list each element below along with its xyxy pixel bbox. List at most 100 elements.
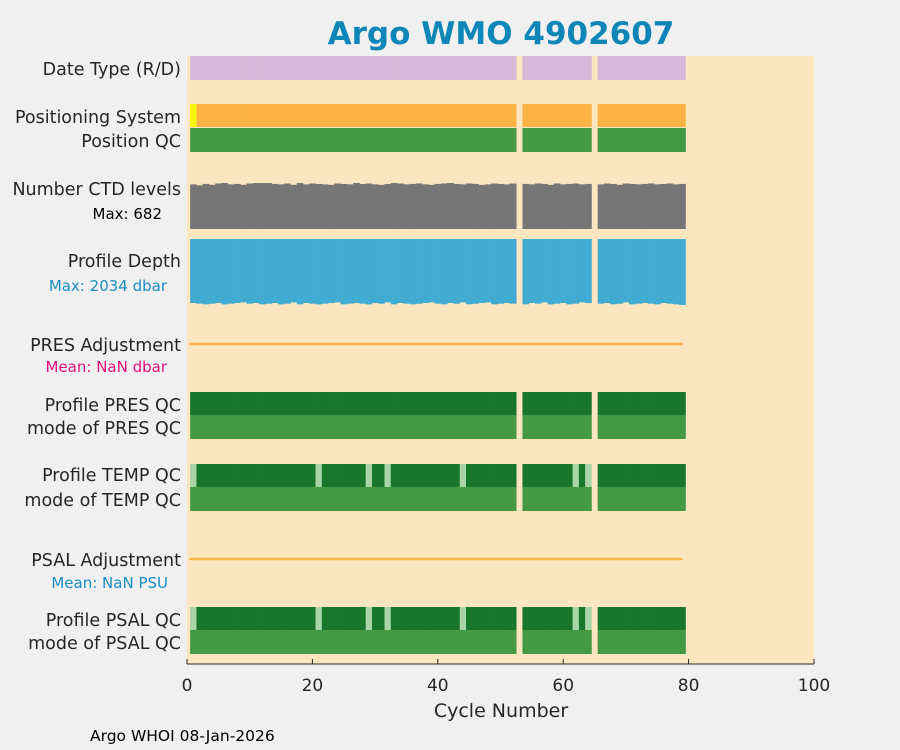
bar-mode-temp-qc-cycle-59: [553, 487, 561, 511]
bar-profile-depth-cycle-13: [265, 239, 272, 304]
bar-mode-psal-qc-cycle-46: [472, 630, 479, 654]
bar-profile-pres-qc-cycle-66: [597, 392, 605, 415]
bar-profile-temp-qc-cycle-15: [277, 464, 285, 487]
bar-mode-psal-qc-cycle-13: [265, 630, 272, 654]
bar-mode-temp-qc-cycle-20: [309, 487, 316, 511]
bar-profile-psal-qc-cycle-33: [390, 607, 398, 630]
bar-profile-temp-qc-cycle-40: [434, 464, 442, 487]
bar-position-qc-cycle-78: [672, 128, 680, 152]
bar-profile-depth-cycle-32: [384, 239, 392, 303]
bar-mode-temp-qc-cycle-26: [346, 487, 354, 511]
bar-position-qc-cycle-63: [578, 128, 586, 152]
bar-mode-pres-qc-cycle-16: [284, 415, 291, 439]
bar-profile-pres-qc-cycle-11: [252, 392, 260, 415]
bar-profile-depth-cycle-37: [415, 239, 423, 304]
bar-profile-temp-qc-cycle-12: [259, 464, 266, 487]
bar-profile-depth-cycle-46: [472, 239, 479, 304]
bar-date-type-cycle-23: [328, 56, 335, 80]
bar-profile-depth-cycle-76: [660, 239, 667, 304]
bar-mode-psal-qc-cycle-5: [215, 630, 222, 654]
bar-profile-psal-qc-cycle-66: [597, 607, 605, 630]
bar-profile-psal-qc-cycle-2: [196, 607, 204, 630]
bar-profile-temp-qc-cycle-50: [497, 464, 504, 487]
bar-position-qc-cycle-74: [647, 128, 655, 152]
bar-profile-pres-qc-cycle-68: [610, 392, 617, 415]
bar-positioning-system-cycle-55: [528, 104, 536, 127]
bar-mode-psal-qc-cycle-48: [484, 630, 492, 654]
bar-profile-psal-qc-cycle-61: [566, 607, 573, 630]
bar-mode-pres-qc-cycle-5: [215, 415, 222, 439]
bar-n-ctd-levels-cycle-32: [384, 183, 392, 229]
bar-profile-pres-qc-cycle-15: [277, 392, 285, 415]
bar-profile-depth-cycle-36: [409, 239, 417, 305]
bar-profile-pres-qc-cycle-29: [365, 392, 373, 415]
row-sublabel-n-ctd-levels: Max: 682: [93, 205, 162, 223]
bar-mode-temp-qc-cycle-44: [459, 487, 467, 511]
bar-mode-psal-qc-cycle-43: [453, 630, 461, 654]
bar-date-type-cycle-75: [654, 56, 661, 80]
bar-profile-psal-qc-cycle-69: [616, 607, 624, 630]
bar-profile-depth-cycle-9: [240, 239, 247, 303]
bar-date-type-cycle-72: [635, 56, 642, 80]
bar-profile-depth-cycle-14: [271, 239, 279, 304]
bar-positioning-system-cycle-22: [321, 104, 329, 127]
bar-profile-pres-qc-cycle-52: [509, 392, 517, 415]
bar-profile-depth-cycle-66: [597, 239, 605, 304]
bar-n-ctd-levels-cycle-20: [309, 183, 316, 229]
bar-n-ctd-levels-cycle-76: [660, 183, 667, 229]
bar-mode-psal-qc-cycle-63: [578, 630, 586, 654]
bar-mode-psal-qc-cycle-27: [353, 630, 360, 654]
bar-position-qc-cycle-69: [616, 128, 624, 152]
bar-profile-psal-qc-cycle-56: [534, 607, 542, 630]
bar-profile-depth-cycle-73: [641, 239, 649, 304]
bar-profile-pres-qc-cycle-1: [190, 392, 197, 415]
bar-profile-pres-qc-cycle-21: [315, 392, 323, 415]
bar-profile-pres-qc-cycle-42: [447, 392, 454, 415]
bar-profile-temp-qc-cycle-77: [666, 464, 674, 487]
bar-mode-pres-qc-cycle-10: [246, 415, 254, 439]
bar-mode-psal-qc-cycle-54: [522, 630, 530, 654]
row-label-date-type: Date Type (R/D): [43, 60, 181, 80]
bar-profile-psal-qc-cycle-19: [303, 607, 310, 630]
bar-profile-psal-qc-cycle-59: [553, 607, 561, 630]
bar-mode-temp-qc-cycle-61: [566, 487, 573, 511]
bar-mode-psal-qc-cycle-12: [259, 630, 266, 654]
bar-profile-depth-cycle-11: [252, 239, 260, 304]
bar-profile-depth-cycle-68: [610, 239, 617, 305]
bar-position-qc-cycle-56: [534, 128, 542, 152]
bar-profile-depth-cycle-57: [541, 239, 548, 303]
bar-n-ctd-levels-cycle-51: [503, 184, 511, 229]
bar-position-qc-cycle-66: [597, 128, 605, 152]
bar-profile-depth-cycle-63: [578, 239, 586, 303]
bar-date-type-cycle-10: [246, 56, 254, 80]
bar-profile-pres-qc-cycle-16: [284, 392, 291, 415]
bar-row-date-type: [190, 56, 686, 80]
bar-mode-psal-qc-cycle-8: [234, 630, 241, 654]
bar-mode-temp-qc-cycle-71: [629, 487, 636, 511]
bar-mode-pres-qc-cycle-30: [371, 415, 379, 439]
bar-profile-depth-cycle-61: [566, 239, 573, 305]
bar-mode-pres-qc-cycle-23: [328, 415, 335, 439]
bar-date-type-cycle-45: [466, 56, 473, 80]
bar-positioning-system-cycle-25: [340, 104, 348, 127]
bar-positioning-system-cycle-39: [428, 104, 436, 127]
bar-profile-temp-qc-cycle-70: [622, 464, 630, 487]
bar-profile-pres-qc-cycle-6: [221, 392, 229, 415]
bar-n-ctd-levels-cycle-64: [585, 183, 592, 229]
bar-profile-depth-cycle-44: [459, 239, 467, 303]
bar-positioning-system-cycle-15: [277, 104, 285, 127]
bar-profile-psal-qc-cycle-71: [629, 607, 636, 630]
bar-positioning-system-cycle-50: [497, 104, 504, 127]
bar-date-type-cycle-77: [666, 56, 674, 80]
bar-profile-psal-qc-cycle-13: [265, 607, 272, 630]
bar-positioning-system-cycle-54: [522, 104, 530, 127]
bar-profile-temp-qc-cycle-3: [202, 464, 210, 487]
bar-mode-psal-qc-cycle-15: [277, 630, 285, 654]
bar-positioning-system-cycle-23: [328, 104, 335, 127]
bar-mode-psal-qc-cycle-47: [478, 630, 486, 654]
bar-profile-temp-qc-cycle-59: [553, 464, 561, 487]
bar-positioning-system-cycle-35: [403, 104, 410, 127]
bar-profile-pres-qc-cycle-35: [403, 392, 410, 415]
bar-date-type-cycle-69: [616, 56, 624, 80]
bar-date-type-cycle-68: [610, 56, 617, 80]
